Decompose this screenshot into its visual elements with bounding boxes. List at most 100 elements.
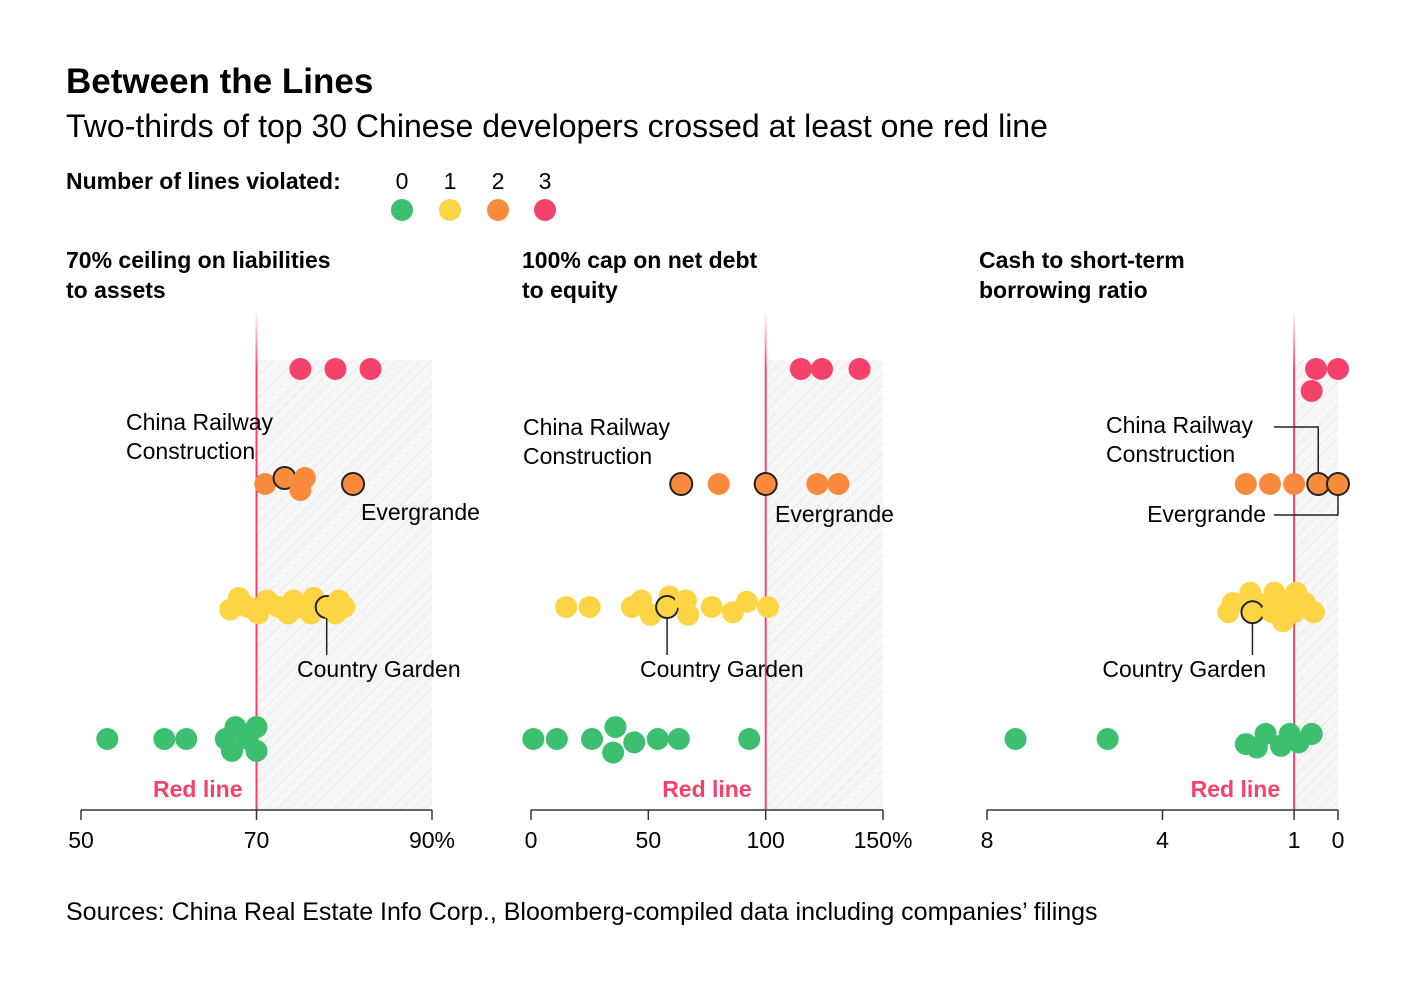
annotation-label: Country Garden bbox=[1102, 656, 1266, 682]
panel-title-net-debt: 100% cap on net debt to equity bbox=[522, 245, 882, 305]
x-tick-label: 50 bbox=[636, 827, 662, 853]
legend-value-0: 0 bbox=[396, 168, 409, 194]
data-point-1 bbox=[333, 596, 356, 618]
annotation-label: Construction bbox=[523, 443, 652, 469]
chart-title: Between the Lines bbox=[66, 62, 374, 101]
data-point-0 bbox=[245, 739, 268, 762]
data-point-3 bbox=[324, 358, 347, 380]
x-tick-label: 0 bbox=[1332, 827, 1345, 853]
x-tick-label: 0 bbox=[525, 827, 538, 853]
annotation-label: Evergrande bbox=[1147, 501, 1266, 527]
data-point-3 bbox=[810, 358, 833, 380]
annotation-label: Country Garden bbox=[640, 656, 804, 682]
data-point-2 bbox=[1258, 473, 1281, 495]
data-point-0 bbox=[1300, 722, 1323, 745]
highlight-dot bbox=[753, 472, 778, 496]
panel-title-line: Cash to short-term bbox=[979, 247, 1185, 273]
data-point-0 bbox=[581, 728, 604, 750]
data-point-1 bbox=[735, 590, 758, 613]
panel-title-line: to equity bbox=[522, 277, 618, 303]
legend-value-3: 3 bbox=[539, 168, 552, 194]
data-point-1 bbox=[578, 596, 601, 618]
data-point-2 bbox=[1234, 473, 1257, 495]
data-point-1 bbox=[757, 596, 780, 618]
annotation-label: China Railway bbox=[126, 409, 274, 435]
panel-title-line: 70% ceiling on liabilities bbox=[66, 247, 331, 273]
data-point-2 bbox=[1283, 473, 1306, 495]
data-point-2 bbox=[806, 473, 829, 495]
source-note: Sources: China Real Estate Info Corp., B… bbox=[66, 898, 1098, 926]
annotation-label: Construction bbox=[1106, 441, 1235, 467]
panel-title-line: 100% cap on net debt bbox=[522, 247, 758, 273]
annotation-label: Construction bbox=[126, 438, 255, 464]
chart-subtitle: Two-thirds of top 30 Chinese developers … bbox=[66, 108, 1048, 144]
legend-label: Number of lines violated: bbox=[66, 168, 341, 194]
data-point-0 bbox=[220, 739, 243, 762]
highlight-dot bbox=[341, 472, 366, 496]
legend-dots: 0 1 2 3 bbox=[391, 168, 556, 221]
annotation-label: Country Garden bbox=[297, 656, 461, 682]
violation-zone bbox=[256, 360, 432, 810]
data-point-0 bbox=[545, 728, 568, 750]
data-point-0 bbox=[245, 716, 268, 739]
data-point-0 bbox=[175, 728, 198, 750]
red-line-label: Red line bbox=[1191, 776, 1280, 802]
panel-title-liabilities: 70% ceiling on liabilities to assets bbox=[66, 245, 426, 305]
red-line bbox=[1293, 310, 1296, 810]
data-point-3 bbox=[1300, 380, 1323, 402]
highlight-dot bbox=[1306, 472, 1331, 496]
panel-title-line: to assets bbox=[66, 277, 166, 303]
x-tick-label: 8 bbox=[981, 827, 994, 853]
data-point-0 bbox=[153, 728, 176, 750]
data-point-1 bbox=[1272, 610, 1295, 633]
x-tick-label: 4 bbox=[1156, 827, 1169, 853]
data-point-0 bbox=[623, 731, 646, 754]
data-point-3 bbox=[789, 358, 812, 380]
annotation-label: China Railway bbox=[1106, 412, 1254, 438]
data-point-0 bbox=[667, 728, 690, 750]
legend-dot-0 bbox=[391, 199, 413, 221]
panel-title-line: borrowing ratio bbox=[979, 277, 1148, 303]
data-point-3 bbox=[289, 358, 312, 380]
panel-0: Red line 50 70 90% China Railway Construction… bbox=[68, 310, 480, 853]
data-point-3 bbox=[1305, 358, 1328, 380]
data-point-2 bbox=[707, 473, 730, 495]
data-point-2 bbox=[289, 479, 312, 501]
data-point-0 bbox=[602, 741, 625, 764]
data-point-1 bbox=[555, 596, 578, 618]
data-point-2 bbox=[827, 473, 850, 495]
panel-1: Red line 0 50 100 150% China Railway Construct… bbox=[522, 310, 912, 853]
data-point-0 bbox=[1096, 728, 1119, 750]
highlight-dot bbox=[1240, 600, 1265, 625]
data-point-1 bbox=[1217, 601, 1240, 624]
data-point-0 bbox=[738, 728, 761, 750]
highlight-dot bbox=[669, 472, 694, 496]
data-point-0 bbox=[1245, 736, 1268, 759]
violation-zone bbox=[765, 360, 883, 810]
data-point-0 bbox=[604, 716, 627, 739]
red-line bbox=[255, 310, 258, 810]
legend-dot-2 bbox=[487, 199, 509, 221]
annotation-label: Evergrande bbox=[361, 499, 480, 525]
data-point-0 bbox=[1269, 734, 1292, 757]
x-tick-label: 70 bbox=[244, 827, 270, 853]
data-point-3 bbox=[1327, 358, 1349, 380]
data-point-0 bbox=[1004, 728, 1027, 750]
x-tick-label: 90% bbox=[409, 827, 455, 853]
data-point-1 bbox=[1302, 601, 1325, 624]
red-line-label: Red line bbox=[153, 776, 242, 802]
highlight-dot bbox=[655, 595, 680, 619]
annotation-leader bbox=[1274, 495, 1339, 516]
x-tick-label: 1 bbox=[1288, 827, 1301, 853]
data-point-0 bbox=[522, 728, 545, 750]
data-point-1 bbox=[700, 596, 723, 618]
data-point-2 bbox=[254, 473, 277, 495]
panel-title-cash-ratio: Cash to short-term borrowing ratio bbox=[979, 245, 1339, 305]
data-point-0 bbox=[646, 728, 669, 750]
x-tick-label: 100 bbox=[746, 827, 784, 853]
legend-dot-3 bbox=[534, 199, 556, 221]
annotation-label: Evergrande bbox=[775, 501, 894, 527]
annotation-leader bbox=[1274, 426, 1320, 473]
highlight-dot bbox=[1326, 472, 1350, 496]
